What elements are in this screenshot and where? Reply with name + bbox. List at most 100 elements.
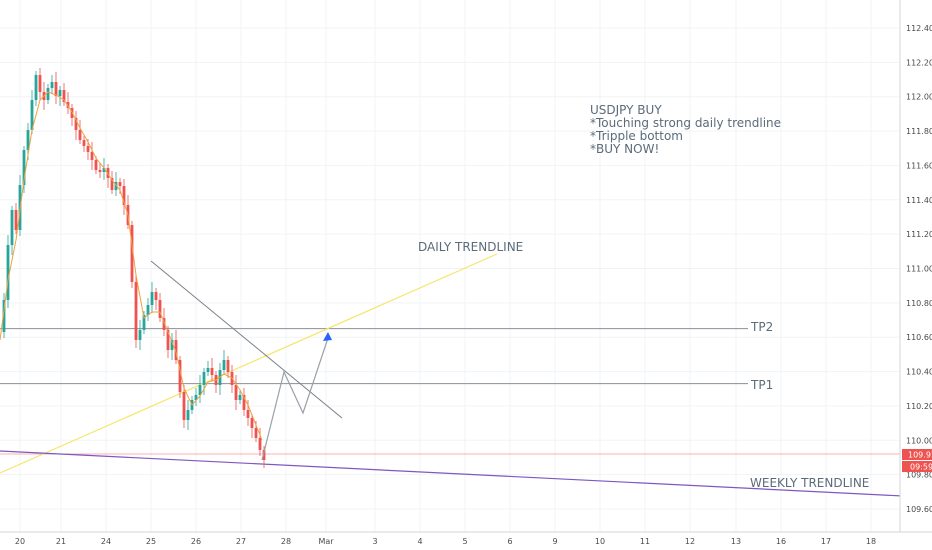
candle-body bbox=[178, 360, 182, 392]
time-tick-label: 17 bbox=[821, 537, 831, 546]
time-tick-label: 27 bbox=[236, 537, 246, 546]
candle-body bbox=[134, 282, 138, 340]
moving-average-line bbox=[0, 91, 263, 441]
price-tick-label: 111.800 bbox=[906, 127, 932, 136]
candle-body bbox=[258, 438, 262, 450]
tp1-label: TP1 bbox=[750, 378, 773, 392]
candle-body bbox=[14, 210, 18, 230]
level-lines bbox=[0, 328, 900, 455]
candle-body bbox=[174, 340, 178, 360]
candle-body bbox=[26, 130, 30, 150]
candle-body bbox=[6, 245, 10, 300]
chart-grid bbox=[0, 0, 900, 532]
price-tick-label: 110.200 bbox=[906, 402, 932, 411]
time-tick-label: 21 bbox=[56, 537, 66, 546]
candle-body bbox=[210, 368, 214, 375]
candle-body bbox=[46, 88, 50, 100]
candle-body bbox=[106, 168, 110, 178]
candle-body bbox=[142, 315, 146, 330]
price-axis[interactable]: 112.400 112.200 112.000 111.800 111.600 111.4… bbox=[899, 0, 932, 532]
candle-body bbox=[162, 318, 166, 330]
trade-annotation: USDJPY BUY *Touching strong daily trendl… bbox=[590, 103, 781, 156]
candle-body bbox=[30, 100, 34, 130]
time-tick-label: 3 bbox=[372, 537, 377, 546]
candle-body bbox=[238, 395, 242, 400]
candle-body bbox=[206, 368, 210, 372]
candle-body bbox=[254, 428, 258, 438]
current-price-badge: 109.912 09:59 bbox=[902, 449, 932, 472]
price-tick-label: 112.200 bbox=[906, 58, 932, 67]
candle-body bbox=[170, 340, 174, 350]
time-tick-label: 26 bbox=[191, 537, 201, 546]
candle-body bbox=[118, 182, 122, 186]
candle-body bbox=[154, 292, 158, 300]
candle-body bbox=[194, 395, 198, 400]
moving-average bbox=[0, 91, 263, 441]
candle-body bbox=[186, 410, 190, 420]
candle-body bbox=[86, 146, 90, 152]
time-tick-label: 9 bbox=[552, 537, 557, 546]
time-tick-label: 12 bbox=[685, 537, 695, 546]
price-tick-label: 112.400 bbox=[906, 24, 932, 33]
candle-body bbox=[58, 90, 62, 96]
candle-body bbox=[102, 168, 106, 172]
candle-body bbox=[182, 392, 186, 420]
candle-body bbox=[250, 418, 254, 428]
candle-body bbox=[82, 140, 86, 146]
candle-body bbox=[34, 75, 38, 100]
candle-body bbox=[222, 360, 226, 370]
projected-path bbox=[261, 337, 329, 461]
candle-body bbox=[246, 410, 250, 418]
candle-body bbox=[146, 305, 150, 315]
time-tick-label: 25 bbox=[146, 537, 156, 546]
time-tick-label: 6 bbox=[507, 537, 512, 546]
price-tick-label: 110.400 bbox=[906, 368, 932, 377]
time-tick-label: 5 bbox=[462, 537, 467, 546]
daily-trendline bbox=[0, 253, 498, 474]
candle-body bbox=[94, 160, 98, 170]
price-tick-label: 111.200 bbox=[906, 230, 932, 239]
candle-body bbox=[262, 450, 266, 460]
time-tick-label: 28 bbox=[281, 537, 291, 546]
price-tick-label: 109.600 bbox=[906, 505, 932, 514]
price-tick-label: 109.800 bbox=[906, 471, 932, 480]
time-tick-label: 16 bbox=[776, 537, 786, 546]
candle-body bbox=[150, 292, 154, 305]
candle-body bbox=[54, 82, 58, 96]
candle-body bbox=[130, 225, 134, 282]
candle-body bbox=[50, 82, 54, 88]
candle-body bbox=[10, 210, 14, 245]
annotation-line: *Touching strong daily trendline bbox=[590, 116, 781, 130]
candle-body bbox=[78, 130, 82, 140]
candle-body bbox=[122, 186, 126, 205]
candle-body bbox=[198, 385, 202, 395]
time-tick-label: 4 bbox=[417, 537, 422, 546]
tp2-label: TP2 bbox=[750, 320, 773, 334]
weekly-trendline bbox=[0, 450, 904, 497]
candle-body bbox=[166, 330, 170, 350]
candle-body bbox=[98, 170, 102, 172]
candle-body bbox=[62, 90, 66, 102]
daily-trendline-label: DAILY TRENDLINE bbox=[418, 240, 523, 254]
candle-body bbox=[202, 372, 206, 385]
candle-body bbox=[114, 182, 118, 190]
time-tick-label: 11 bbox=[640, 537, 650, 546]
price-tick-label: 111.000 bbox=[906, 265, 932, 274]
time-tick-label: 10 bbox=[595, 537, 605, 546]
price-tick-label: 110.000 bbox=[906, 436, 932, 445]
candle-body bbox=[158, 300, 162, 318]
current-price-value: 109.912 bbox=[908, 451, 932, 460]
time-axis[interactable]: 20 21 24 25 26 27 28 Mar 3 4 5 6 9 10 11 12 13 16 17 18 bbox=[0, 531, 932, 550]
weekly-trendline-label: WEEKLY TRENDLINE bbox=[750, 476, 869, 490]
time-tick-label: 20 bbox=[15, 537, 25, 546]
time-tick-label: 13 bbox=[731, 537, 741, 546]
arrow-up-icon bbox=[323, 332, 332, 341]
candle-body bbox=[110, 178, 114, 190]
candle-body bbox=[226, 360, 230, 372]
time-tick-label: 24 bbox=[101, 537, 111, 546]
price-tick-label: 110.800 bbox=[906, 299, 932, 308]
annotation-line: USDJPY BUY bbox=[590, 103, 662, 117]
price-tick-label: 111.400 bbox=[906, 196, 932, 205]
